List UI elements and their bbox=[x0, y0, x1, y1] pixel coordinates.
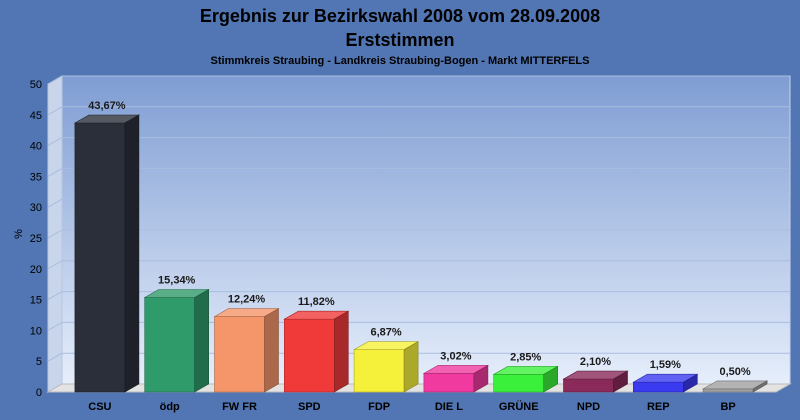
chart-caption: Stimmkreis Straubing - Landkreis Straubi… bbox=[211, 55, 590, 67]
bar bbox=[702, 388, 754, 393]
bar-side bbox=[403, 341, 419, 393]
grid-line-side bbox=[47, 229, 63, 239]
bar-side bbox=[124, 114, 140, 393]
y-tick-label: 30 bbox=[30, 202, 42, 214]
y-tick-label: 40 bbox=[30, 141, 42, 153]
grid-line-side bbox=[47, 106, 63, 116]
bar bbox=[214, 316, 265, 393]
chart-subtitle: Erststimmen bbox=[345, 30, 454, 50]
x-tick-label: REP bbox=[647, 401, 670, 413]
bar-value-label: 6,87% bbox=[370, 327, 401, 339]
bar bbox=[74, 122, 126, 393]
grid-line-side bbox=[47, 260, 63, 270]
bar bbox=[283, 318, 335, 393]
y-tick-label: 0 bbox=[36, 387, 42, 399]
bar-value-label: 15,34% bbox=[158, 275, 196, 287]
grid-line-side bbox=[47, 137, 63, 147]
bar-side bbox=[613, 370, 628, 393]
x-tick-label: ödp bbox=[160, 401, 180, 413]
y-tick-label: 10 bbox=[30, 325, 42, 337]
y-tick-label: 45 bbox=[30, 110, 42, 122]
y-axis-label: % bbox=[13, 229, 25, 239]
y-tick-label: 50 bbox=[30, 79, 42, 91]
bar-value-label: 0,50% bbox=[719, 366, 750, 378]
x-tick-label: DIE L bbox=[435, 401, 463, 413]
x-tick-label: FW FR bbox=[222, 401, 257, 413]
bar-side bbox=[473, 364, 489, 393]
bar bbox=[423, 373, 475, 393]
x-tick-label: SPD bbox=[298, 401, 321, 413]
y-tick-label: 35 bbox=[30, 171, 42, 183]
x-tick-label: GRÜNE bbox=[499, 400, 539, 413]
bar-side bbox=[264, 308, 279, 393]
bar-value-label: 3,02% bbox=[440, 350, 471, 362]
x-tick-label: FDP bbox=[368, 401, 390, 413]
y-tick-label: 25 bbox=[30, 233, 42, 245]
x-tick-label: NPD bbox=[577, 401, 600, 413]
bar-side bbox=[543, 365, 559, 393]
bar bbox=[353, 349, 405, 393]
grid-line-side bbox=[47, 75, 63, 85]
bar-value-label: 43,67% bbox=[88, 100, 126, 112]
bar-side bbox=[333, 310, 349, 393]
bar-side bbox=[752, 380, 768, 393]
grid-line-side bbox=[47, 352, 63, 362]
x-tick-label: CSU bbox=[88, 401, 111, 413]
bar-value-label: 11,82% bbox=[298, 296, 335, 308]
grid-line-side bbox=[47, 291, 63, 301]
y-tick-label: 5 bbox=[36, 356, 42, 368]
bar bbox=[144, 297, 195, 393]
bar-side bbox=[682, 373, 698, 393]
bar-value-label: 12,24% bbox=[228, 294, 266, 306]
bar-value-label: 2,10% bbox=[580, 356, 611, 368]
grid-line-side bbox=[47, 167, 63, 177]
bar-side bbox=[194, 288, 209, 393]
bar-value-label: 1,59% bbox=[650, 359, 681, 371]
bar bbox=[632, 381, 684, 393]
bar bbox=[563, 378, 614, 393]
bar bbox=[493, 374, 545, 393]
chart-title: Ergebnis zur Bezirkswahl 2008 vom 28.09.… bbox=[200, 6, 600, 26]
grid-line-side bbox=[47, 321, 63, 331]
bar-value-label: 2,85% bbox=[510, 351, 541, 363]
grid-line-side bbox=[47, 198, 63, 208]
x-tick-label: BP bbox=[720, 401, 735, 413]
y-tick-label: 15 bbox=[30, 295, 42, 307]
y-tick-label: 20 bbox=[30, 264, 42, 276]
